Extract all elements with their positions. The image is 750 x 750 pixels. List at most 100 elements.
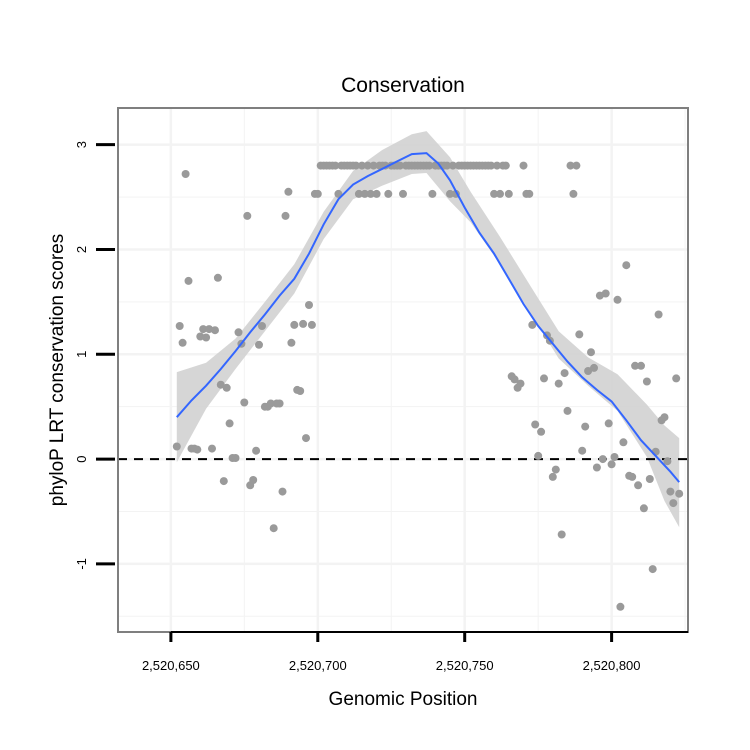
data-point [666, 487, 675, 496]
data-point [648, 565, 657, 574]
data-point [501, 161, 510, 170]
x-tick-label: 2,520,800 [583, 658, 641, 673]
data-point [252, 446, 261, 455]
data-point [231, 454, 240, 462]
data-point [642, 377, 651, 386]
data-point [540, 374, 548, 383]
data-point [357, 161, 366, 170]
data-point [448, 161, 457, 170]
data-point [266, 399, 275, 408]
data-point [496, 189, 504, 198]
y-tick-label: 2 [74, 246, 89, 253]
x-tick-label: 2,520,750 [436, 658, 494, 673]
data-point [672, 374, 681, 383]
data-point [366, 189, 375, 198]
data-point [592, 463, 601, 472]
data-point [172, 442, 181, 451]
data-point [372, 189, 381, 198]
data-point [572, 161, 581, 170]
data-point [581, 422, 590, 431]
data-point [178, 338, 187, 347]
data-point [208, 444, 216, 453]
data-point [510, 375, 519, 384]
data-point [548, 472, 557, 481]
data-point [216, 380, 225, 389]
fit-line-layer [176, 152, 680, 483]
data-point [225, 419, 234, 428]
data-point [613, 295, 622, 304]
y-axis: -1 0 1 2 3 [74, 141, 115, 570]
data-point [240, 398, 249, 407]
data-point [249, 476, 258, 484]
data-point [610, 453, 619, 461]
data-point [258, 322, 266, 330]
data-point [654, 310, 663, 319]
data-point [428, 189, 437, 198]
data-point [287, 338, 296, 347]
data-point [360, 189, 369, 198]
data-point [269, 524, 278, 533]
y-tick-label: 3 [74, 141, 89, 148]
data-point [284, 187, 293, 196]
data-point [425, 161, 434, 170]
data-point [296, 387, 305, 395]
data-point [193, 445, 202, 454]
chart-title: Conservation [341, 74, 465, 97]
data-point [222, 383, 231, 392]
data-point [575, 330, 584, 339]
data-point [399, 189, 407, 198]
y-tick-label: 1 [74, 351, 89, 358]
data-point [255, 340, 263, 349]
data-point [184, 276, 193, 285]
data-point [487, 161, 496, 170]
data-point [299, 319, 308, 328]
data-point [622, 261, 631, 270]
data-point [302, 434, 310, 443]
data-point [619, 438, 628, 447]
data-point [563, 406, 572, 415]
data-point [560, 369, 569, 378]
data-point [305, 301, 313, 309]
data-point [637, 361, 645, 370]
data-point [243, 211, 252, 220]
data-point [598, 455, 607, 464]
data-point [493, 161, 501, 170]
data-point [669, 499, 678, 508]
data-point [181, 170, 190, 178]
data-point [587, 348, 595, 357]
data-point [590, 363, 598, 372]
data-point [604, 419, 613, 428]
data-point [396, 161, 405, 170]
data-point [566, 161, 575, 170]
data-point [607, 460, 616, 469]
data-point [537, 427, 546, 436]
data-point [554, 379, 563, 388]
data-point [528, 320, 537, 329]
data-point [199, 325, 208, 334]
data-point [211, 326, 219, 335]
data-point [519, 161, 528, 170]
data-point [578, 446, 587, 455]
data-point [202, 333, 211, 342]
data-point [352, 161, 360, 170]
data-point [278, 487, 287, 496]
data-point [290, 320, 299, 329]
data-point [584, 367, 593, 375]
data-point [213, 273, 222, 282]
data-point [631, 361, 640, 370]
x-tick-label: 2,520,650 [142, 658, 200, 673]
data-point [446, 189, 454, 198]
x-tick-label: 2,520,700 [289, 658, 347, 673]
data-point [354, 189, 363, 198]
data-point [663, 457, 672, 466]
data-point [363, 161, 372, 170]
data-point [175, 322, 184, 330]
data-point [639, 504, 648, 513]
x-axis: 2,520,650 2,520,700 2,520,750 2,520,800 [142, 631, 688, 673]
data-point [551, 465, 560, 474]
data-point [275, 399, 284, 408]
data-point [331, 161, 340, 170]
data-point [219, 477, 228, 486]
data-point [525, 189, 534, 198]
data-point [234, 328, 243, 337]
